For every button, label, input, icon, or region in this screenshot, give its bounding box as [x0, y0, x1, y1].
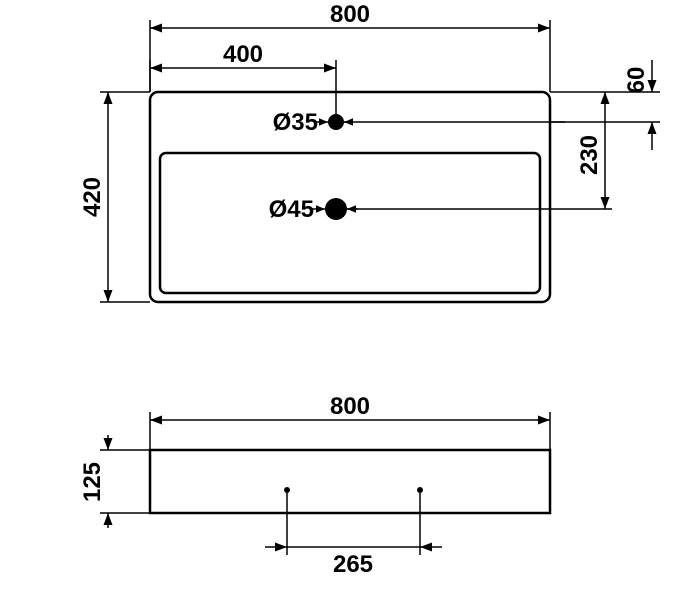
svg-text:60: 60: [623, 67, 650, 94]
dim-265: 265: [265, 493, 442, 578]
technical-drawing: 800 400 60 230 420 Ø35 Ø45: [0, 0, 700, 600]
side-dot-2: [417, 487, 423, 493]
svg-text:400: 400: [223, 41, 263, 68]
svg-text:420: 420: [79, 177, 106, 217]
dim-400: 400: [150, 41, 336, 114]
svg-text:Ø35: Ø35: [273, 109, 318, 136]
dim-230: 230: [347, 92, 612, 209]
hole-35: [328, 114, 344, 130]
dim-dia35: Ø35: [273, 109, 565, 136]
svg-text:125: 125: [79, 462, 106, 502]
dim-125: 125: [79, 435, 150, 528]
top-view-inner: [160, 153, 540, 293]
svg-text:265: 265: [333, 551, 373, 578]
side-dot-1: [284, 487, 290, 493]
hole-45: [325, 198, 347, 220]
svg-text:230: 230: [576, 135, 603, 175]
top-view-outer: [150, 92, 550, 302]
svg-text:800: 800: [330, 1, 370, 28]
side-view-rect: [150, 450, 550, 513]
dim-420: 420: [79, 92, 150, 302]
dim-800-side: 800: [150, 393, 550, 450]
dim-800-top: 800: [150, 1, 550, 92]
svg-text:800: 800: [330, 393, 370, 420]
svg-text:Ø45: Ø45: [269, 196, 314, 223]
